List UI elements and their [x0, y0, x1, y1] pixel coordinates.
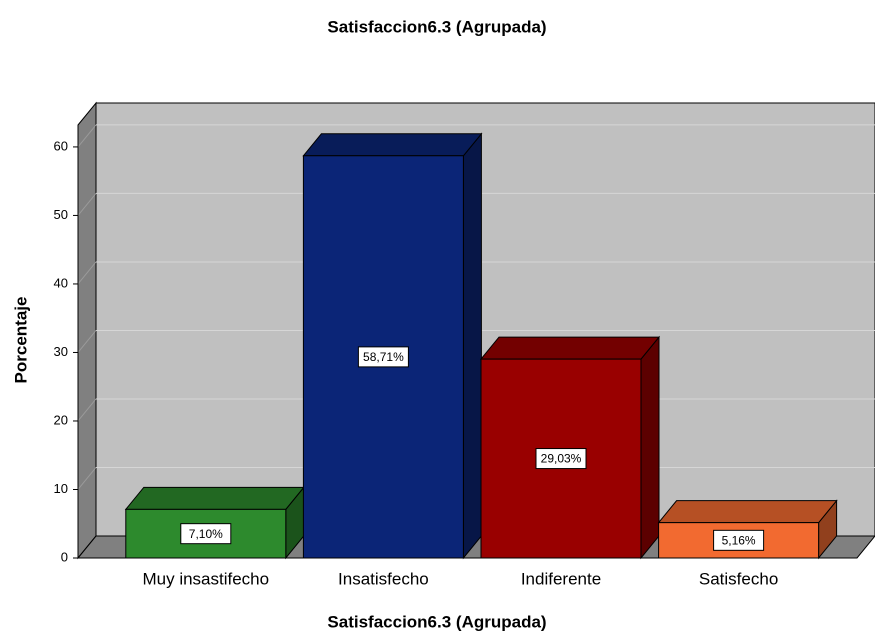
grid-line	[77, 193, 97, 216]
bar-side	[640, 335, 660, 560]
x-axis-label: Satisfaccion6.3 (Agrupada)	[327, 612, 546, 631]
y-tick-label: 60	[54, 138, 68, 153]
bar-top	[124, 486, 305, 510]
left-wall	[77, 101, 97, 560]
bar-top	[302, 133, 483, 157]
y-axis-label: Porcentaje	[11, 297, 30, 384]
value-label-box	[357, 346, 409, 368]
grid-line	[77, 398, 97, 422]
grid-line	[77, 467, 97, 490]
x-tick-label: Indiferente	[521, 569, 601, 588]
y-tick-label: 30	[54, 344, 68, 359]
value-label: 29,03%	[541, 452, 582, 466]
value-label: 7,10%	[189, 527, 223, 541]
x-tick-label: Insatisfecho	[338, 569, 429, 588]
y-tick-label: 50	[54, 207, 68, 222]
grid-line	[77, 124, 97, 148]
grid-line	[77, 261, 97, 285]
bar-side	[462, 132, 482, 560]
y-tick-label: 40	[54, 275, 68, 290]
bar-top	[657, 500, 838, 524]
value-label-box	[180, 523, 232, 545]
x-tick-label: Satisfecho	[699, 569, 778, 588]
value-label: 58,71%	[363, 350, 404, 364]
value-label-box	[713, 529, 765, 551]
y-tick-label: 0	[61, 549, 68, 564]
y-tick-label: 10	[54, 481, 68, 496]
x-tick-label: Muy insastifecho	[142, 569, 269, 588]
bar-top	[479, 336, 661, 360]
value-label: 5,16%	[722, 533, 756, 547]
chart-title: Satisfaccion6.3 (Agrupada)	[327, 17, 546, 36]
value-label-box	[535, 448, 587, 470]
grid-line	[77, 330, 97, 353]
y-tick-label: 20	[54, 412, 68, 427]
